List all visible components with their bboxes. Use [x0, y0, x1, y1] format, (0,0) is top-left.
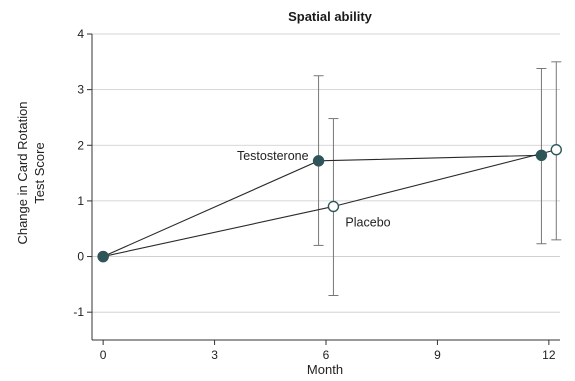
- y-tick-label: 4: [77, 27, 84, 41]
- x-tick-label: 3: [211, 348, 218, 362]
- chart-title: Spatial ability: [288, 9, 373, 24]
- x-tick-label: 0: [100, 348, 107, 362]
- x-tick-label: 12: [542, 348, 556, 362]
- data-points: [97, 144, 562, 263]
- y-tick-label: 3: [77, 83, 84, 97]
- x-axis-label: Month: [307, 362, 343, 377]
- y-axis-label-line-2: Test Score: [32, 142, 47, 203]
- grid-lines: [92, 33, 560, 313]
- series-labels: Testosterone Placebo: [237, 149, 391, 230]
- series-label-testosterone: Testosterone: [237, 149, 309, 163]
- x-tick-label: 9: [434, 348, 441, 362]
- data-point-placebo: [550, 144, 562, 156]
- y-tick-label: 1: [77, 194, 84, 208]
- y-tick-label: 2: [77, 138, 84, 152]
- data-point-placebo: [327, 200, 340, 213]
- data-point-testosterone: [312, 155, 325, 167]
- y-tick-label: 0: [77, 250, 84, 264]
- error-bars: [313, 61, 562, 296]
- y-tick-label: -1: [73, 305, 84, 319]
- data-point-placebo: [97, 250, 109, 263]
- x-tick-label: 6: [323, 348, 330, 362]
- data-point-testosterone: [535, 149, 548, 161]
- series-label-placebo: Placebo: [345, 215, 390, 229]
- y-axis-label-line-1: Change in Card Rotation: [15, 101, 30, 244]
